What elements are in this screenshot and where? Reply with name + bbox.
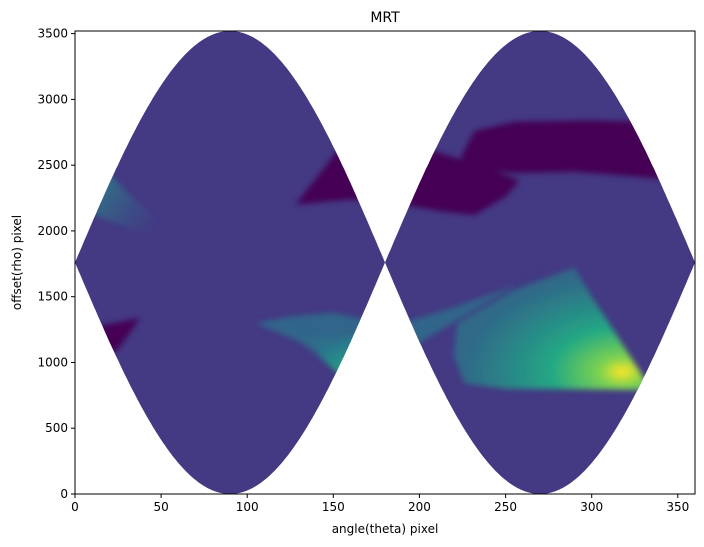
x-tick-label: 250 <box>494 500 517 514</box>
x-tick-label: 200 <box>408 500 431 514</box>
y-tick-label: 1500 <box>37 290 68 304</box>
x-axis-label: angle(theta) pixel <box>332 522 439 536</box>
x-axis-ticks: 0 50 100 150 200 250 300 350 <box>71 494 689 514</box>
chart-title: MRT <box>370 10 400 26</box>
x-tick-label: 300 <box>580 500 603 514</box>
y-tick-label: 1000 <box>37 356 68 370</box>
x-tick-label: 0 <box>71 500 79 514</box>
y-tick-label: 2500 <box>37 158 68 172</box>
y-axis-label: offset(rho) pixel <box>10 215 24 310</box>
axes-frame <box>74 30 696 495</box>
y-tick-label: 3000 <box>37 92 68 106</box>
y-tick-label: 2000 <box>37 224 68 238</box>
y-tick-label: 0 <box>60 487 68 501</box>
x-tick-label: 50 <box>153 500 168 514</box>
y-tick-label: 3500 <box>37 27 68 41</box>
low-region-right <box>460 120 695 181</box>
x-tick-label: 100 <box>236 500 259 514</box>
y-tick-label: 500 <box>45 421 68 435</box>
high-region-right <box>453 267 652 391</box>
y-axis-ticks: 0 500 1000 1500 2000 2500 3000 3500 <box>37 27 75 501</box>
x-tick-label: 350 <box>666 500 689 514</box>
x-tick-label: 150 <box>322 500 345 514</box>
